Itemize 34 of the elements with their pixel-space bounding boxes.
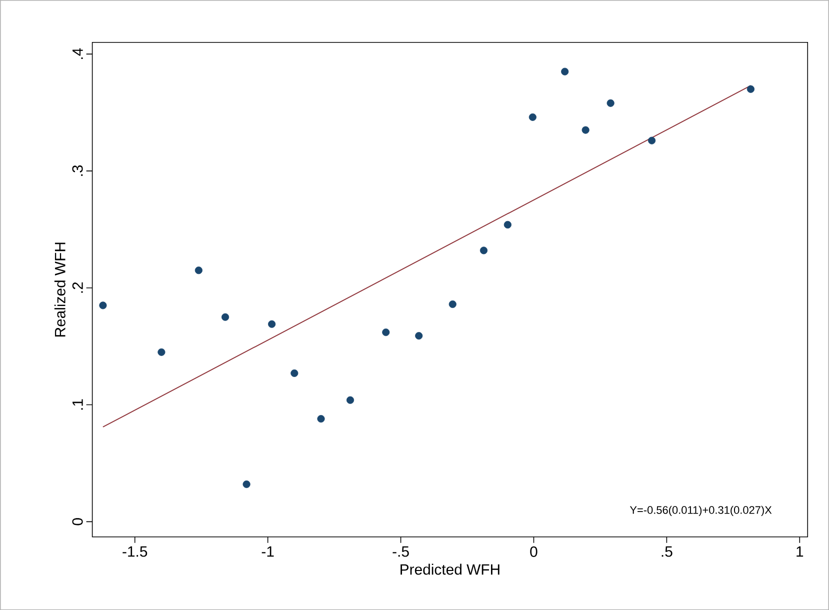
x-tick-label: 1 [796,546,804,557]
x-tick-label: -1.5 [122,546,148,557]
annotation: Y=-0.56(0.011)+0.31(0.027)X [630,506,772,516]
point [561,68,569,76]
point [448,300,456,308]
point [346,396,354,404]
point [504,220,512,228]
y-tick-label: .1 [72,399,83,410]
point [746,85,755,93]
y-tick-label: .4 [72,48,83,59]
point [158,348,166,356]
point [268,320,276,328]
point [480,246,488,254]
point [194,266,202,274]
x-tick-label: 0 [530,546,538,557]
point [221,313,230,321]
point [415,332,423,340]
y-tick-label: 0 [72,518,83,526]
x-tick-label: -1 [262,546,274,557]
point [382,328,390,336]
point [606,99,614,107]
x-axis-title: Predicted WFH [400,564,500,575]
point [290,369,298,377]
point [648,136,656,144]
point [242,480,250,488]
y-tick-label: .3 [72,165,83,176]
x-tick-label: -.5 [392,546,409,557]
point [317,414,325,422]
point [528,113,536,121]
x-tick-label: .5 [662,546,672,557]
point [99,302,107,310]
y-axis-title: Realized WFH [54,242,66,336]
y-tick-label: .2 [72,282,83,293]
point [582,126,590,134]
